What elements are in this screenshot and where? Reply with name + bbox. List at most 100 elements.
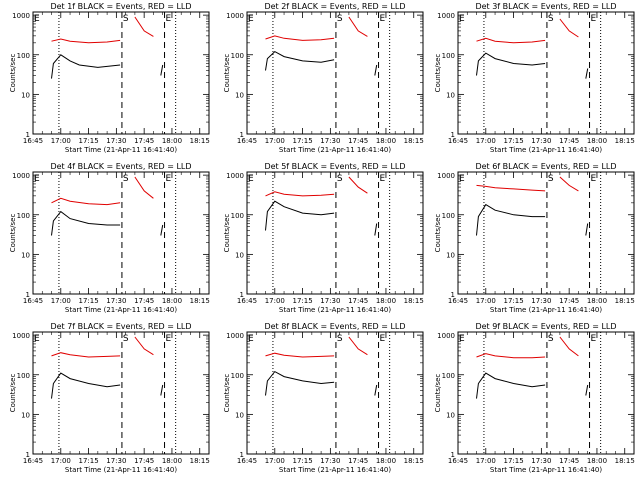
plot-frame [457,11,635,135]
y-tick-label: 10 [235,91,244,99]
x-tick-label: 17:00 [476,457,496,465]
x-tick-label: 16:45 [448,457,468,465]
x-tick-label: 17:45 [134,457,154,465]
lld-series-line [348,16,368,37]
y-tick-label: 100 [231,212,244,220]
x-tick-label: 17:00 [51,297,71,305]
x-tick-label: 16:45 [23,297,43,305]
y-axis-label: Counts/sec [223,374,231,413]
panel: Det 5f BLACK = Events, RED = LLD 1 10 100 10… [223,162,424,314]
panel-title: Det 8f BLACK = Events, RED = LLD [264,322,405,331]
y-axis-label: Counts/sec [434,374,442,413]
lld-series-line [51,38,121,44]
segment-marker: E [34,174,40,184]
lld-series-line [265,35,335,41]
x-tick-label: 18:00 [376,137,396,145]
events-series-line [51,54,121,79]
x-tick-label: 17:15 [503,137,523,145]
panel: Det 3f BLACK = Events, RED = LLD 1 10 100 10… [434,2,635,154]
lld-series-line [51,197,121,206]
x-tick-label: 17:45 [559,297,579,305]
y-tick-label: 100 [17,212,30,220]
y-tick-label: 10 [446,251,455,259]
events-series-line [585,223,589,236]
x-tick-label: 16:45 [23,137,43,145]
y-tick-label: 1000 [226,172,244,180]
plot-frame [32,331,210,455]
y-axis-label: Counts/sec [434,54,442,93]
y-axis-label: Counts/sec [223,214,231,253]
lld-series-line [348,176,368,194]
plot-frame [246,11,424,135]
x-tick-label: 17:00 [51,457,71,465]
x-axis-label: Start Time (21-Apr-11 16:41:40) [490,146,602,154]
x-tick-label: 17:30 [106,137,126,145]
y-tick-label: 1000 [437,172,455,180]
y-tick-label: 1000 [226,12,244,20]
lld-series-line [265,191,335,197]
panel: Det 9f BLACK = Events, RED = LLD 1 10 100 10… [434,322,635,474]
events-series-line [160,384,164,396]
y-tick-label: 1000 [12,12,30,20]
segment-marker: S [337,334,343,344]
lld-series-line [348,336,368,356]
x-tick-label: 18:15 [615,297,635,305]
x-tick-label: 16:45 [23,457,43,465]
lld-series-line [51,352,121,358]
x-tick-label: 17:15 [292,297,312,305]
x-tick-label: 17:45 [134,297,154,305]
events-series-line [476,52,546,76]
panel-title: Det 7f BLACK = Events, RED = LLD [50,322,191,331]
panel: Det 8f BLACK = Events, RED = LLD 1 10 100 10… [223,322,424,474]
x-axis-label: Start Time (21-Apr-11 16:41:40) [65,466,177,474]
x-tick-label: 16:45 [237,457,257,465]
lld-series-line [265,352,335,358]
x-tick-label: 18:15 [404,137,424,145]
lld-series-line [134,16,154,37]
panel-title: Det 2f BLACK = Events, RED = LLD [264,2,405,11]
x-tick-label: 17:30 [531,297,551,305]
y-tick-label: 100 [442,52,455,60]
y-tick-label: 10 [446,91,455,99]
y-tick-label: 1 [240,451,244,459]
x-tick-label: 17:15 [503,457,523,465]
y-axis-label: Counts/sec [434,214,442,253]
y-axis-label: Counts/sec [9,214,17,253]
segment-marker: S [123,14,129,24]
y-tick-label: 10 [21,91,30,99]
x-axis-label: Start Time (21-Apr-11 16:41:40) [490,466,602,474]
y-tick-label: 1 [26,131,30,139]
x-tick-label: 18:15 [404,297,424,305]
y-tick-label: 100 [17,372,30,380]
segment-marker: S [548,334,554,344]
segment-marker: S [337,14,343,24]
panel-title: Det 4f BLACK = Events, RED = LLD [50,162,191,171]
y-tick-label: 1 [451,131,455,139]
plot-frame [246,331,424,455]
x-tick-label: 17:30 [531,457,551,465]
events-series-line [476,372,546,399]
x-tick-label: 17:00 [476,297,496,305]
plot-frame [32,11,210,135]
y-axis-label: Counts/sec [9,54,17,93]
x-tick-label: 16:45 [448,137,468,145]
x-tick-label: 18:00 [587,457,607,465]
x-tick-label: 17:45 [134,137,154,145]
y-tick-label: 1000 [437,12,455,20]
x-tick-label: 17:15 [78,457,98,465]
plot-frame [32,171,210,295]
events-series-line [160,64,164,76]
events-series-line [374,384,378,396]
x-tick-label: 17:30 [320,297,340,305]
x-tick-label: 17:45 [559,457,579,465]
x-tick-label: 18:15 [404,457,424,465]
y-tick-label: 100 [442,212,455,220]
x-tick-label: 18:15 [615,137,635,145]
lld-series-line [559,18,579,38]
lld-series-line [559,336,579,357]
y-tick-label: 100 [231,372,244,380]
panel-title: Det 6f BLACK = Events, RED = LLD [475,162,616,171]
y-tick-label: 1 [451,451,455,459]
x-tick-label: 17:15 [292,457,312,465]
segment-marker: E [591,334,597,344]
